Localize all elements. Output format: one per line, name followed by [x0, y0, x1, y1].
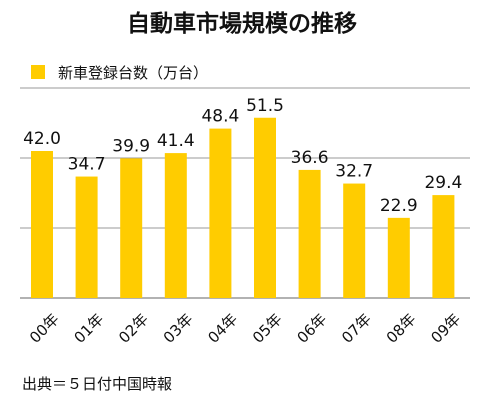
x-tick-label: 02年 [115, 310, 152, 347]
x-tick-label: 09年 [427, 310, 464, 347]
value-label: 39.9 [112, 136, 150, 156]
x-tick-labels: 00年 01年 02年 03年 04年 05年 06年 07年 08年 09年 [26, 310, 464, 347]
x-tick-label: 03年 [160, 310, 197, 347]
chart-title: 自動車市場規模の推移 [127, 10, 357, 37]
bar [432, 195, 455, 298]
bar [31, 151, 53, 298]
x-tick-label: 04年 [204, 310, 241, 347]
value-label: 48.4 [201, 107, 239, 127]
value-label: 22.9 [380, 196, 418, 216]
value-label: 34.7 [68, 155, 106, 175]
value-label: 42.0 [23, 129, 61, 149]
x-tick-label: 08年 [383, 310, 420, 347]
bar [75, 176, 98, 298]
legend-label: 新車登録台数（万台） [58, 64, 208, 82]
legend-swatch [31, 65, 45, 79]
value-label: 36.6 [291, 148, 329, 168]
x-tick-label: 06年 [294, 310, 331, 347]
value-label: 41.4 [157, 131, 195, 151]
bar [120, 158, 143, 298]
bar [254, 117, 276, 298]
x-tick-label: 05年 [249, 310, 286, 347]
value-label: 51.5 [246, 96, 284, 116]
bar [209, 128, 232, 298]
bar [387, 217, 410, 298]
bar [343, 183, 366, 298]
value-label: 29.4 [424, 173, 462, 193]
legend: 新車登録台数（万台） [31, 64, 208, 82]
value-label: 32.7 [335, 162, 373, 182]
source-note: 出典＝５日付中国時報 [22, 375, 172, 393]
bar [298, 169, 321, 298]
x-tick-label: 00年 [26, 310, 63, 347]
x-tick-label: 01年 [71, 310, 108, 347]
value-labels: 42.0 34.7 39.9 41.4 48.4 51.5 36.6 32.7 22.9 29.4 [23, 96, 462, 216]
x-tick-label: 07年 [338, 310, 375, 347]
bar [164, 153, 187, 298]
bars [31, 117, 455, 298]
